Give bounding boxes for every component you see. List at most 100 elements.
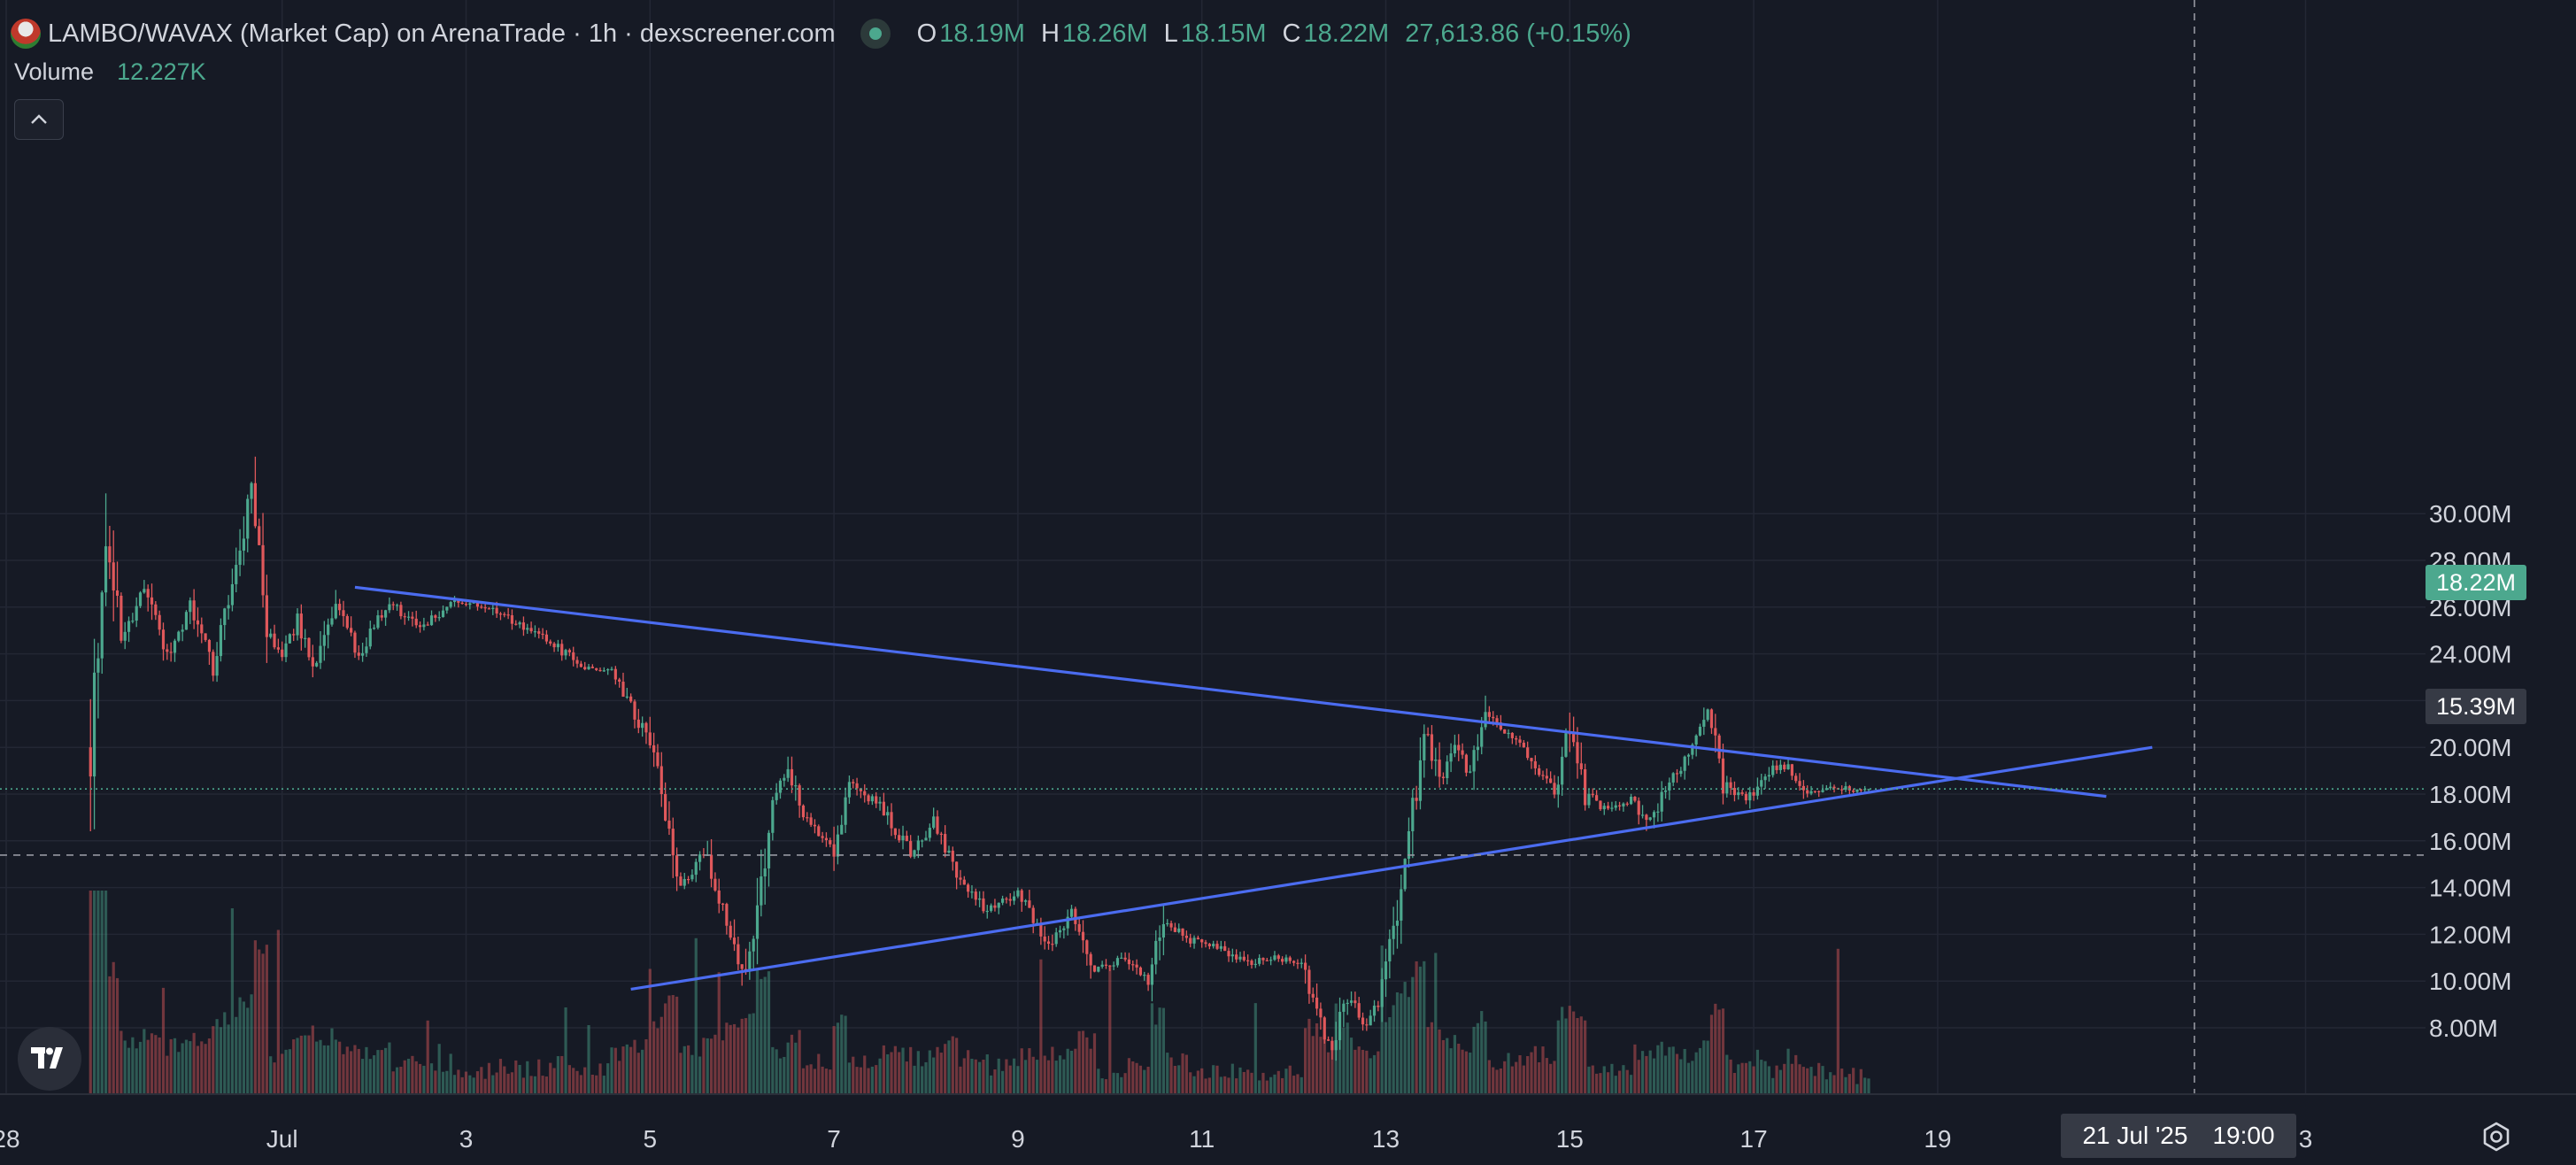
candle-body (1150, 964, 1154, 985)
candle-body (1023, 900, 1028, 902)
volume-bar (713, 1034, 717, 1094)
candle-body (648, 732, 652, 745)
candle-body (487, 608, 491, 610)
volume-bar (932, 1057, 936, 1094)
volume-bar (1138, 1065, 1143, 1094)
volume-bar (1492, 1067, 1495, 1094)
volume-bar (970, 1058, 974, 1094)
candle-body (847, 782, 852, 798)
candle-body (1533, 760, 1537, 768)
volume-bar (1357, 1046, 1361, 1094)
candle-body (1143, 975, 1146, 976)
candle-body (1258, 958, 1261, 964)
volume-bar (526, 1061, 529, 1094)
volume-bar (909, 1046, 913, 1094)
candle-body (778, 780, 783, 793)
candle-body (452, 599, 457, 603)
x-tick-label: 3 (459, 1125, 474, 1153)
volume-bar (1660, 1041, 1663, 1094)
candle-body (464, 604, 468, 606)
volume-bar (150, 1033, 154, 1094)
candle-body (1418, 760, 1423, 801)
candle-body (932, 816, 936, 829)
last-price-badge: 18.22M (2425, 565, 2526, 600)
candle-body (1775, 765, 1778, 770)
candle-body (1100, 964, 1104, 968)
candle-body (1629, 797, 1633, 805)
volume-bar (1614, 1076, 1617, 1094)
volume-bar (1395, 991, 1400, 1094)
volume-bar (250, 994, 253, 1094)
candle-body (790, 768, 794, 786)
volume-bar (1184, 1054, 1188, 1094)
volume-bar (487, 1062, 491, 1094)
volume-bar (1656, 1045, 1660, 1094)
tradingview-logo[interactable] (18, 1027, 81, 1091)
volume-bar (1349, 1038, 1354, 1094)
candle-body (468, 603, 472, 606)
volume-bar (694, 937, 698, 1094)
candle-body (315, 662, 319, 667)
candle-body (449, 602, 452, 607)
volume-bar (1415, 961, 1418, 1094)
candle-body (1016, 890, 1020, 897)
volume-bar (763, 976, 767, 1094)
volume-bar (1464, 1051, 1469, 1094)
volume-bar (1538, 1061, 1541, 1094)
volume-bar (1123, 1073, 1127, 1094)
volume-bar (1108, 966, 1112, 1094)
volume-bar (824, 1069, 829, 1094)
candle-body (1725, 782, 1729, 794)
volume-bar (1760, 1060, 1763, 1094)
volume-bar (1775, 1065, 1778, 1094)
token-logo-icon (11, 19, 41, 49)
candle-body (913, 850, 916, 857)
volume-bar (1315, 1022, 1319, 1094)
volume-bar (475, 1071, 480, 1094)
volume-bar (1633, 1044, 1637, 1094)
candle-body (1346, 1002, 1349, 1005)
volume-bar (1553, 1061, 1556, 1094)
volume-bar (529, 1076, 533, 1094)
volume-bar (1204, 1078, 1207, 1094)
volume-bar (1725, 1054, 1729, 1094)
candle-body (242, 538, 246, 551)
candle-body (299, 613, 303, 639)
collapse-legend-button[interactable] (14, 99, 64, 140)
volume-bar (1561, 1007, 1564, 1094)
volume-bar (1054, 1061, 1058, 1094)
volume-bar (806, 1065, 809, 1094)
volume-bar (235, 1016, 238, 1094)
volume-bar (618, 1061, 621, 1094)
candle-body (541, 633, 544, 636)
volume-bar (322, 1045, 326, 1094)
volume-bar (1629, 1075, 1633, 1094)
volume-bar (1522, 1065, 1525, 1094)
volume-bar (315, 1041, 319, 1094)
volume-bar (304, 1035, 307, 1094)
candle-body (1633, 797, 1637, 801)
candle-body (1591, 793, 1594, 796)
volume-bar (1487, 1060, 1491, 1094)
volume-bar (1530, 1052, 1533, 1094)
volume-bar (1706, 1040, 1709, 1094)
y-tick-label: 8.00M (2429, 1015, 2498, 1042)
candle-body (1169, 922, 1173, 928)
y-tick-label: 16.00M (2429, 828, 2511, 855)
volume-bar (1212, 1065, 1215, 1094)
candle-body (100, 592, 104, 659)
candle-body (836, 834, 840, 857)
volume-bar (1284, 1069, 1288, 1094)
candle-body (1706, 709, 1709, 721)
candle-body (1778, 764, 1783, 770)
candle-body (238, 550, 242, 566)
volume-bar (567, 1065, 571, 1094)
volume-bar (406, 1058, 411, 1094)
volume-bar (744, 1018, 748, 1094)
chart-settings-button[interactable] (2479, 1119, 2514, 1154)
volume-bar (928, 1050, 931, 1094)
volume-bar (870, 1066, 874, 1094)
candle-body (1640, 814, 1645, 816)
volume-bar (269, 1056, 273, 1094)
